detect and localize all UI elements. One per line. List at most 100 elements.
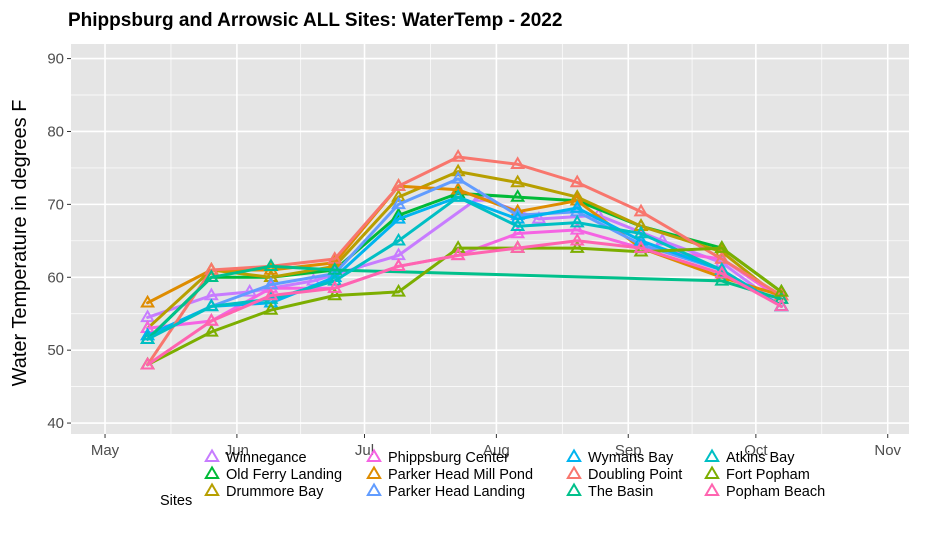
y-tick-label: 50 — [47, 342, 64, 359]
series-line-doubling-point — [146, 155, 783, 367]
legend-label: Winnegance — [226, 450, 307, 466]
x-tick-label: Jun — [225, 442, 249, 459]
series-atkins-bay — [140, 189, 789, 344]
x-tick-label: Jul — [355, 442, 374, 459]
legend-item: Winnegance — [204, 448, 307, 466]
data-point — [450, 240, 466, 253]
y-tick-label: 80 — [47, 123, 64, 140]
data-point — [510, 240, 526, 253]
data-point — [450, 163, 466, 177]
data-point — [510, 156, 526, 170]
chart-title: Phippsburg and Arrowsic ALL Sites: Water… — [68, 10, 562, 31]
legend-label: Parker Head Mill Pond — [388, 467, 533, 483]
data-point — [203, 323, 219, 337]
data-point — [327, 287, 343, 301]
data-point — [510, 210, 526, 224]
legend-key-icon — [566, 482, 582, 497]
data-point — [391, 210, 406, 224]
legend-label: Old Ferry Landing — [226, 467, 342, 483]
data-point — [391, 196, 406, 210]
data-point — [531, 210, 547, 224]
legend-item: Parker Head Mill Pond — [366, 465, 533, 483]
data-point — [140, 331, 156, 344]
data-point — [714, 240, 730, 253]
data-point — [510, 189, 526, 202]
legend-key-icon — [704, 465, 720, 480]
x-tick-label: Nov — [874, 442, 901, 459]
series-line-parker-head-landing — [146, 177, 783, 338]
legend-key-icon — [566, 448, 582, 463]
legend-item: Phippsburg Center — [366, 448, 509, 466]
legend-item: The Basin — [566, 482, 653, 500]
x-tick-label: Oct — [744, 442, 768, 459]
legend-key-icon — [204, 465, 220, 480]
data-point — [714, 272, 730, 286]
data-point — [391, 178, 406, 191]
data-point — [391, 189, 406, 202]
data-point — [450, 189, 466, 202]
data-point — [450, 170, 466, 184]
data-point — [140, 356, 156, 370]
series-layer — [140, 149, 789, 370]
y-tick-label: 40 — [47, 415, 64, 432]
data-point — [510, 218, 526, 231]
data-point — [263, 287, 279, 301]
x-tick-label: May — [91, 442, 120, 459]
data-point — [773, 283, 789, 297]
series-line-atkins-bay — [146, 195, 783, 341]
data-point — [633, 218, 649, 231]
data-point — [391, 283, 406, 297]
legend-label: Wymans Bay — [588, 450, 674, 466]
plot-panel — [71, 44, 909, 434]
legend-label: Fort Popham — [726, 467, 810, 483]
data-point — [263, 302, 279, 315]
data-point — [773, 298, 789, 312]
data-point — [263, 258, 279, 272]
data-point — [569, 174, 585, 188]
legend-label: Doubling Point — [588, 467, 682, 483]
data-point — [633, 225, 649, 239]
data-point — [450, 149, 466, 162]
data-point — [203, 262, 219, 275]
legend-key-icon — [366, 448, 382, 463]
series-line-the-basin — [146, 264, 783, 341]
axis-ticks: May Jun Jul Aug Sep Oct Nov 40 50 60 70 80 90 — [47, 51, 901, 459]
data-point — [450, 247, 466, 261]
data-point — [203, 313, 219, 326]
legend-label: Phippsburg Center — [388, 450, 509, 466]
series-popham-beach — [140, 232, 789, 370]
data-point — [327, 280, 343, 293]
series-line-popham-beach — [146, 239, 783, 367]
legend-item: Fort Popham — [704, 465, 810, 483]
data-point — [327, 272, 343, 286]
data-point — [569, 232, 585, 246]
legend-key-icon — [704, 482, 720, 497]
legend-item: Atkins Bay — [704, 448, 795, 466]
data-point — [263, 294, 279, 308]
legend-item: Wymans Bay — [566, 448, 674, 466]
data-point — [633, 240, 649, 253]
data-point — [569, 214, 585, 228]
y-tick-label: 90 — [47, 51, 64, 68]
data-point — [510, 174, 526, 188]
data-point — [510, 225, 526, 239]
y-tick-label: 60 — [47, 269, 64, 286]
legend-key-icon — [704, 448, 720, 463]
data-point — [140, 294, 156, 308]
legend-key-icon — [366, 465, 382, 480]
legend-item: Parker Head Landing — [366, 482, 525, 500]
legend-label: Parker Head Landing — [388, 484, 525, 500]
data-point — [203, 269, 219, 282]
legend-title: Sites — [160, 493, 192, 509]
data-point — [633, 243, 649, 257]
data-point — [450, 181, 466, 195]
data-point — [569, 200, 585, 213]
grid — [71, 44, 909, 434]
data-point — [569, 240, 585, 253]
legend-key-icon — [204, 448, 220, 463]
legend-label: Drummore Bay — [226, 484, 324, 500]
data-point — [633, 203, 649, 217]
data-point — [714, 265, 730, 279]
